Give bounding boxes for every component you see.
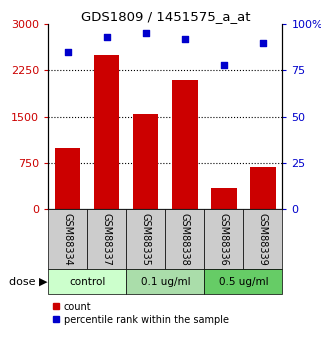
Bar <box>211 188 237 209</box>
Text: GSM88334: GSM88334 <box>63 213 73 266</box>
Bar <box>133 114 159 209</box>
Bar <box>87 209 126 269</box>
Text: GSM88337: GSM88337 <box>102 213 112 266</box>
Point <box>260 40 265 46</box>
Bar <box>165 209 204 269</box>
Bar <box>243 209 282 269</box>
Bar <box>55 148 80 209</box>
Bar <box>48 209 87 269</box>
Title: GDS1809 / 1451575_a_at: GDS1809 / 1451575_a_at <box>81 10 250 23</box>
Point <box>221 62 226 68</box>
Point <box>143 31 148 36</box>
Bar <box>204 269 282 294</box>
Bar <box>48 269 126 294</box>
Text: GSM88336: GSM88336 <box>219 213 229 266</box>
Text: GSM88339: GSM88339 <box>258 213 268 266</box>
Text: dose ▶: dose ▶ <box>9 277 48 287</box>
Bar <box>250 167 276 209</box>
Text: control: control <box>69 277 105 287</box>
Bar <box>94 55 119 209</box>
Bar <box>172 80 197 209</box>
Legend: count, percentile rank within the sample: count, percentile rank within the sample <box>48 298 233 329</box>
Text: 0.1 ug/ml: 0.1 ug/ml <box>141 277 190 287</box>
Bar <box>204 209 243 269</box>
Point <box>65 49 70 55</box>
Text: 0.5 ug/ml: 0.5 ug/ml <box>219 277 268 287</box>
Bar <box>126 269 204 294</box>
Point <box>104 34 109 40</box>
Text: GSM88338: GSM88338 <box>180 213 190 266</box>
Text: GSM88335: GSM88335 <box>141 213 151 266</box>
Bar <box>126 209 165 269</box>
Point <box>182 36 187 42</box>
